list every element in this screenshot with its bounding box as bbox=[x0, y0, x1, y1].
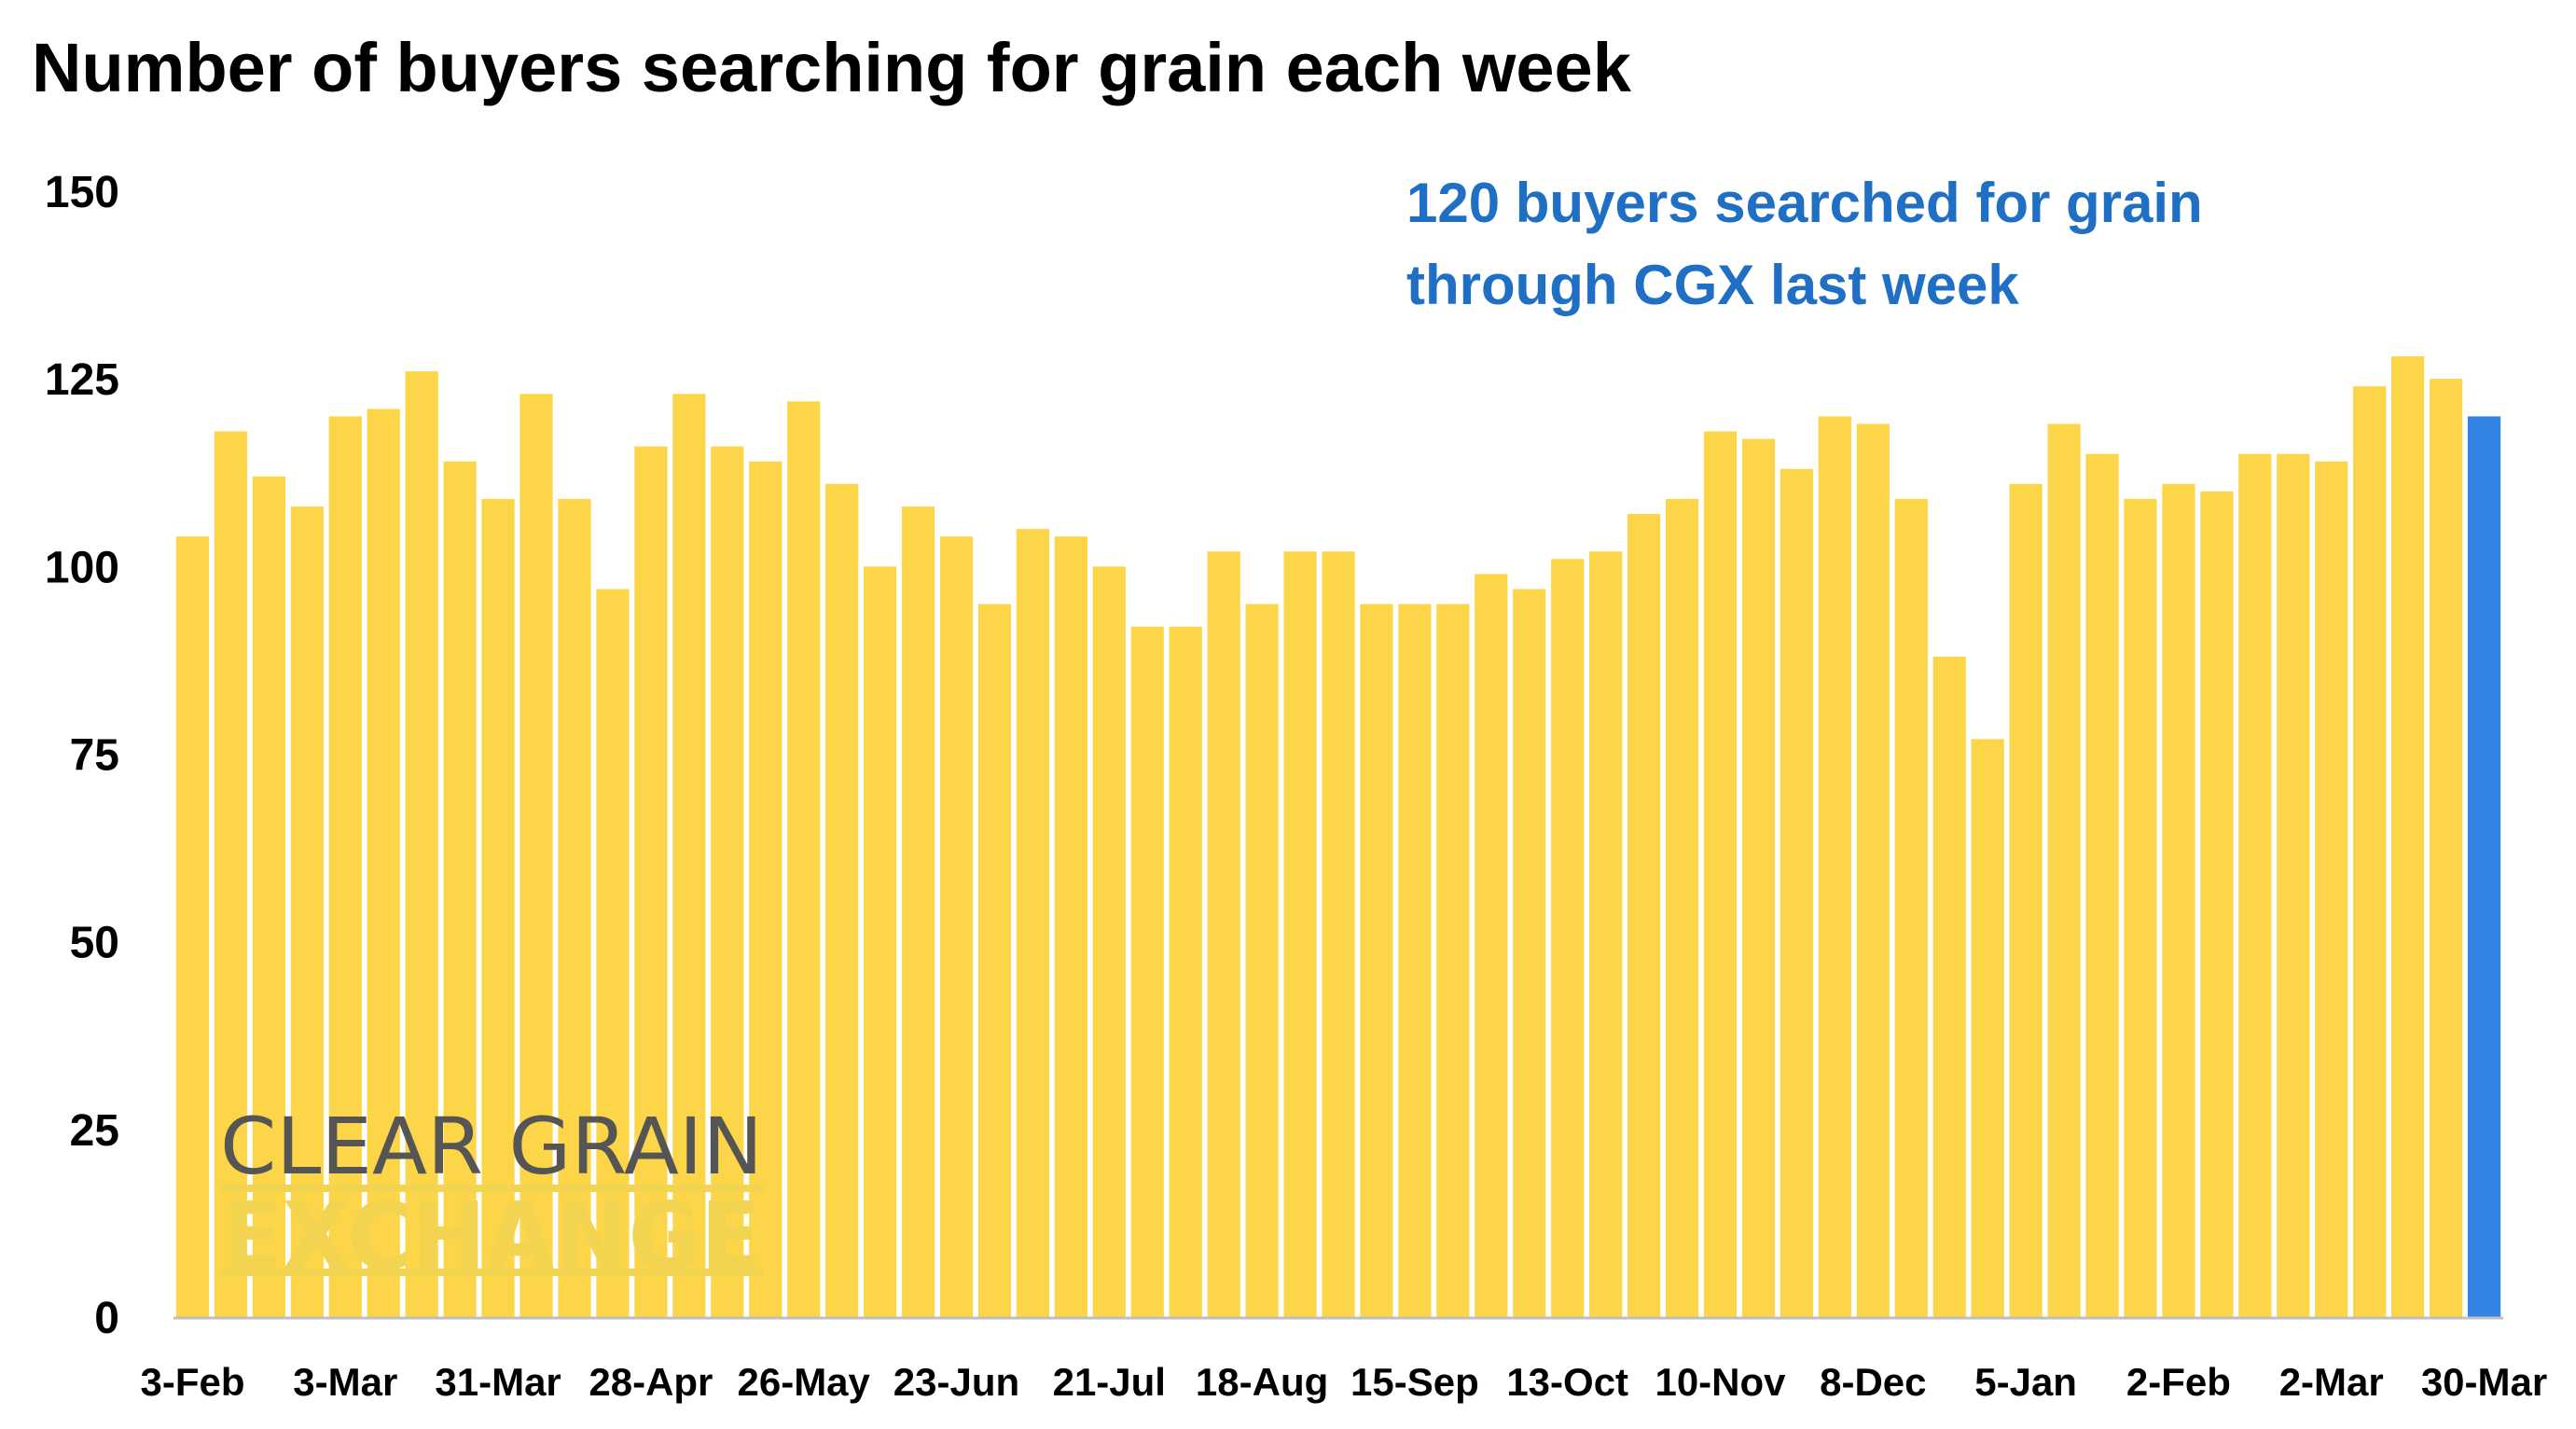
x-tick-label: 21-Jul bbox=[1053, 1360, 1166, 1404]
bar bbox=[1703, 431, 1738, 1317]
x-tick-label: 3-Feb bbox=[140, 1360, 244, 1404]
x-tick-label: 10-Nov bbox=[1655, 1360, 1786, 1404]
bar bbox=[977, 604, 1012, 1317]
x-tick-label: 15-Sep bbox=[1350, 1360, 1479, 1404]
x-tick-label: 8-Dec bbox=[1820, 1360, 1926, 1404]
chart-title: Number of buyers searching for grain eac… bbox=[32, 29, 1632, 106]
bar bbox=[596, 589, 630, 1317]
bar bbox=[1092, 566, 1126, 1317]
bar bbox=[1475, 574, 1508, 1317]
bar bbox=[1245, 604, 1279, 1317]
bar bbox=[1436, 604, 1470, 1317]
bar bbox=[672, 394, 706, 1317]
x-tick-label: 23-Jun bbox=[893, 1360, 1019, 1404]
bar bbox=[1818, 416, 1851, 1317]
y-tick-label: 100 bbox=[45, 543, 119, 592]
bar bbox=[1589, 551, 1623, 1317]
y-tick-label: 0 bbox=[94, 1294, 119, 1343]
x-tick-label: 28-Apr bbox=[589, 1360, 713, 1404]
y-tick-label: 75 bbox=[70, 731, 119, 781]
x-axis: 3-Feb 3-Mar 31-Mar 28-Apr 26-May 23-Jun 21-Jul… bbox=[140, 1360, 2547, 1404]
annotation-line-1: 120 buyers searched for grain bbox=[1406, 172, 2203, 234]
bar bbox=[2085, 453, 2119, 1317]
bar bbox=[290, 506, 324, 1317]
annotation: 120 buyers searched for grain through CG… bbox=[1406, 172, 2203, 316]
bar bbox=[634, 446, 668, 1318]
bar bbox=[2047, 423, 2081, 1317]
bar bbox=[519, 394, 553, 1317]
bar bbox=[1360, 604, 1393, 1317]
bar bbox=[1016, 529, 1049, 1317]
y-tick-label: 125 bbox=[45, 355, 119, 405]
bar bbox=[711, 446, 744, 1318]
bar bbox=[2162, 483, 2195, 1317]
x-tick-label: 13-Oct bbox=[1506, 1360, 1628, 1404]
bar bbox=[787, 401, 821, 1317]
bar bbox=[367, 409, 400, 1318]
highlighted-bar bbox=[2467, 416, 2501, 1317]
x-tick-label: 18-Aug bbox=[1196, 1360, 1328, 1404]
bar bbox=[2009, 483, 2043, 1317]
x-tick-label: 31-Mar bbox=[435, 1360, 561, 1404]
bar bbox=[1207, 551, 1240, 1317]
bar bbox=[1283, 551, 1317, 1317]
bar bbox=[825, 483, 859, 1317]
bar bbox=[939, 536, 974, 1317]
x-tick-label: 2-Mar bbox=[2279, 1360, 2384, 1404]
bar bbox=[328, 416, 362, 1317]
y-tick-label: 50 bbox=[70, 919, 119, 968]
bar bbox=[1894, 498, 1928, 1317]
annotation-line-2: through CGX last week bbox=[1406, 254, 2019, 316]
x-tick-label: 3-Mar bbox=[293, 1360, 397, 1404]
bar bbox=[252, 476, 285, 1317]
bar bbox=[1551, 559, 1585, 1317]
clear-grain-exchange-logo: CLEAR GRAIN EXCHANGE bbox=[220, 1101, 763, 1291]
bar bbox=[481, 498, 515, 1317]
bar bbox=[2353, 386, 2387, 1318]
bar bbox=[2429, 379, 2463, 1317]
bar bbox=[901, 506, 935, 1317]
x-tick-label: 2-Feb bbox=[2126, 1360, 2231, 1404]
bar bbox=[1741, 438, 1776, 1317]
bar bbox=[2238, 453, 2272, 1317]
bar bbox=[2391, 356, 2425, 1317]
bar bbox=[1627, 514, 1661, 1317]
bar bbox=[1054, 536, 1087, 1317]
bar bbox=[749, 461, 782, 1317]
bar bbox=[558, 498, 591, 1317]
bar bbox=[214, 431, 248, 1317]
y-tick-label: 150 bbox=[45, 168, 119, 217]
bar bbox=[405, 371, 438, 1317]
bar bbox=[1398, 604, 1432, 1317]
bar bbox=[1665, 498, 1699, 1317]
logo-line-1: CLEAR GRAIN bbox=[220, 1101, 763, 1192]
y-tick-label: 25 bbox=[70, 1106, 119, 1156]
bar bbox=[175, 536, 210, 1317]
bar bbox=[2200, 491, 2234, 1317]
bar bbox=[1780, 468, 1814, 1318]
bar bbox=[2315, 461, 2348, 1317]
bar bbox=[1130, 626, 1164, 1317]
bar bbox=[443, 461, 477, 1317]
x-tick-label: 30-Mar bbox=[2421, 1360, 2547, 1404]
bar bbox=[2277, 453, 2310, 1317]
bar bbox=[1169, 626, 1202, 1317]
bar bbox=[1322, 551, 1355, 1317]
bar bbox=[863, 566, 897, 1317]
bar bbox=[1971, 739, 2004, 1317]
x-tick-label: 26-May bbox=[737, 1360, 870, 1404]
y-axis: 0 25 50 75 100 125 150 bbox=[45, 168, 119, 1343]
bar bbox=[2124, 498, 2157, 1317]
bar bbox=[1932, 656, 1966, 1317]
bar bbox=[1856, 423, 1890, 1317]
x-tick-label: 5-Jan bbox=[1974, 1360, 2077, 1404]
bar bbox=[1513, 589, 1546, 1317]
bars bbox=[175, 356, 2501, 1318]
